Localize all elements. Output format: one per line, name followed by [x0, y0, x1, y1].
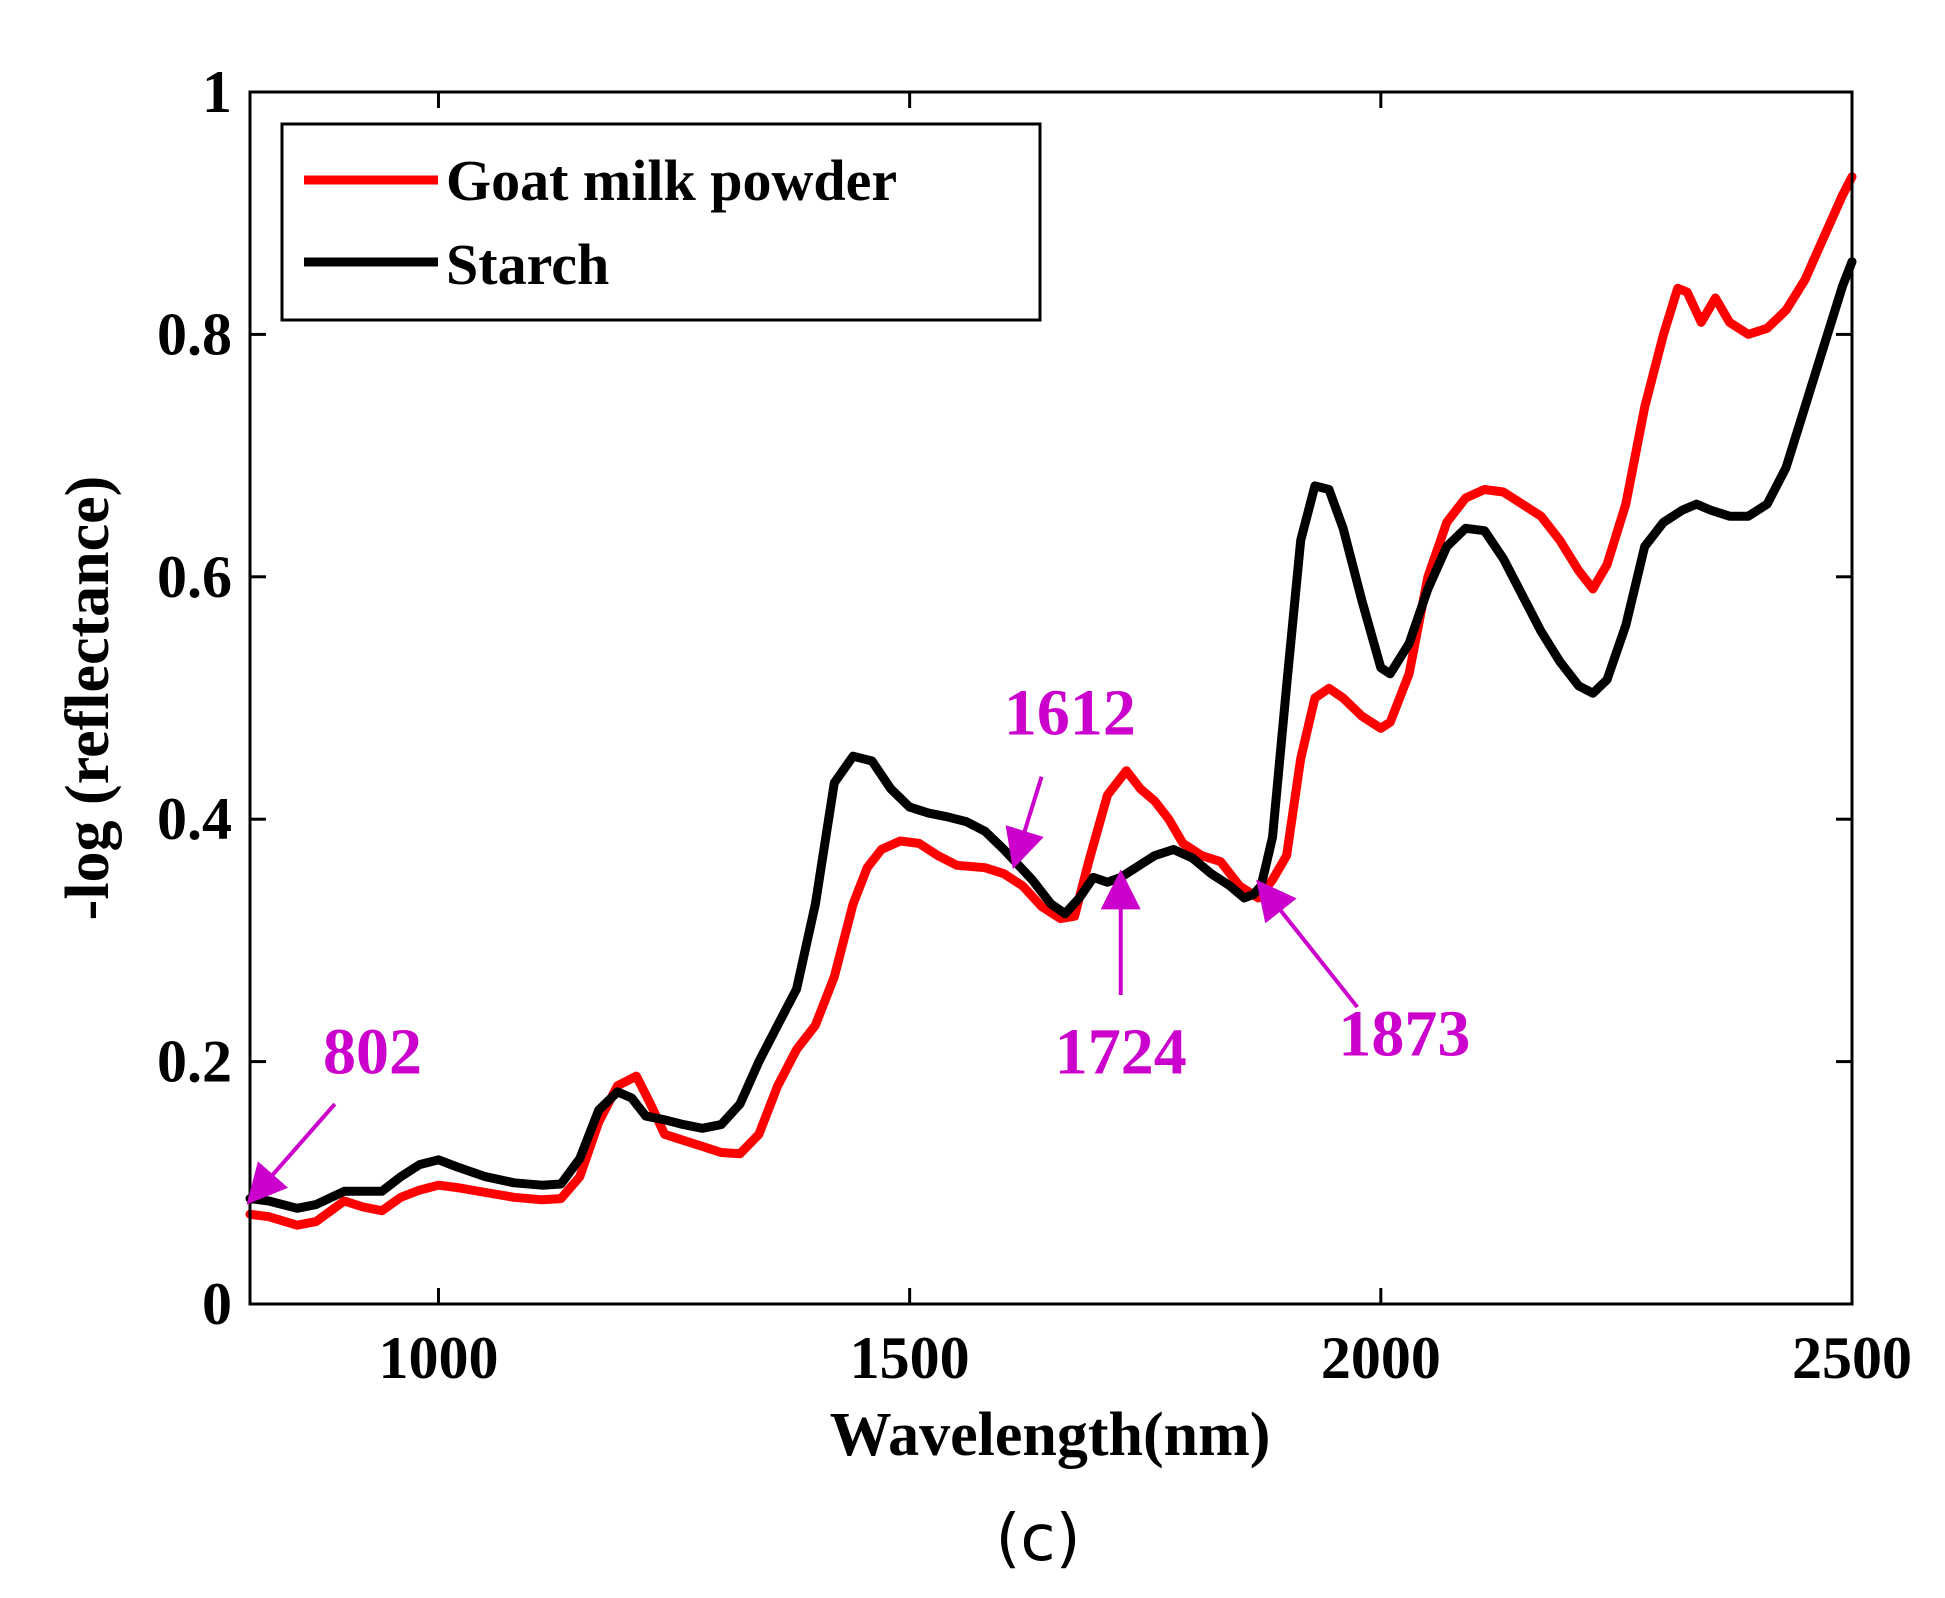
annotation-arrow-1612	[1005, 776, 1044, 870]
legend: Goat milk powder Starch	[280, 122, 1042, 322]
y-tick-label: 0.8	[157, 301, 232, 367]
legend-box	[280, 122, 1042, 322]
annotation-label-1873: 1873	[1338, 998, 1470, 1071]
annotation-arrow-802	[246, 1102, 337, 1205]
legend-label-goat-milk: Goat milk powder	[446, 148, 897, 213]
annotation-arrow-1873	[1256, 879, 1359, 1009]
annotation-label-1612: 1612	[1004, 676, 1136, 749]
tick-label-layer: 1000 1500 2000 2500 0 0.2 0.4 0.6 0.8 1	[157, 59, 1912, 1391]
y-tick-label: 0.2	[157, 1029, 232, 1095]
y-tick-label: 0	[202, 1271, 232, 1337]
y-axis-title: -log (reflectance)	[54, 476, 122, 921]
y-tick-label: 1	[202, 59, 232, 125]
x-tick-label: 1000	[378, 1325, 498, 1391]
annotation-label-1724: 1724	[1055, 1016, 1187, 1089]
tick-layer	[250, 90, 1854, 1306]
x-tick-label: 2500	[1792, 1325, 1912, 1391]
legend-label-starch: Starch	[446, 232, 609, 297]
x-tick-label: 1500	[850, 1325, 970, 1391]
panel-label: (c)	[995, 1502, 1080, 1576]
series-line-goat-milk-powder	[245, 172, 1857, 1230]
annotation-layer: 802 1612 1724 1873	[246, 676, 1470, 1205]
y-tick-label: 0.4	[157, 786, 232, 852]
annotation-label-802: 802	[323, 1016, 422, 1089]
x-axis-title: Wavelength(nm)	[830, 1401, 1271, 1469]
x-tick-label: 2000	[1321, 1325, 1441, 1391]
y-tick-label: 0.6	[157, 544, 232, 610]
plot-frame	[248, 90, 1854, 1306]
